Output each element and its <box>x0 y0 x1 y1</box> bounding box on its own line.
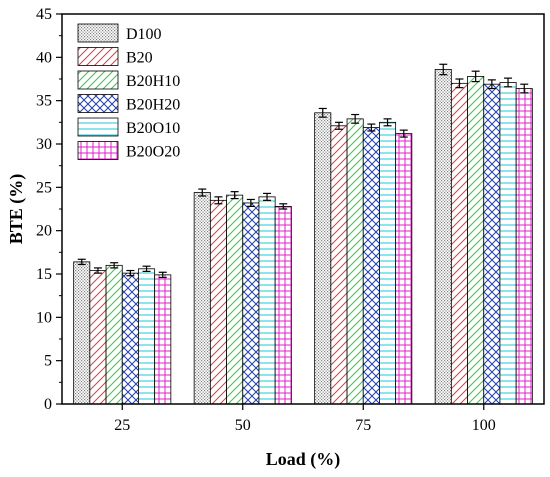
y-tick-label: 5 <box>44 353 52 370</box>
bar-b20h10-100 <box>467 76 485 405</box>
bar-b20h20-100 <box>483 83 501 405</box>
legend: D100 B20 B20H10 B20H20 B20O10 B20O20 <box>77 23 180 161</box>
bar-b20o20-50 <box>274 205 292 405</box>
legend-swatch-b20h10 <box>77 70 119 90</box>
bar-d100-100 <box>434 69 452 405</box>
y-tick-label: 35 <box>36 93 52 110</box>
legend-swatch-d100 <box>77 23 119 43</box>
bar-d100-50 <box>193 192 211 405</box>
legend-label-b20h10: B20H10 <box>126 73 180 90</box>
y-tick-label: 10 <box>36 309 52 326</box>
y-tick-label: 15 <box>36 266 52 283</box>
bar-b20h20-25 <box>121 272 139 405</box>
legend-swatch-b20 <box>77 47 119 66</box>
x-tick-label: 75 <box>355 417 371 434</box>
legend-swatch-b20o20 <box>77 141 119 160</box>
y-tick-label: 30 <box>36 136 52 153</box>
legend-swatch-b20h20 <box>77 94 119 113</box>
y-tick-label: 40 <box>36 49 52 66</box>
bar-b20o20-100 <box>515 88 533 405</box>
bar-b20o10-100 <box>499 82 517 405</box>
bar-b20o10-25 <box>138 268 156 405</box>
bar-d100-75 <box>314 112 332 405</box>
legend-label-b20h20: B20H20 <box>126 97 180 114</box>
y-tick-label: 45 <box>36 6 52 23</box>
y-tick-label: 20 <box>36 223 52 240</box>
legend-label-d100: D100 <box>126 26 162 43</box>
bar-b20-25 <box>89 270 107 405</box>
y-axis-title: BTE (%) <box>6 174 27 245</box>
bar-b20h20-75 <box>362 127 380 405</box>
bar-d100-25 <box>73 261 91 405</box>
bar-b20-50 <box>209 199 227 405</box>
bar-b20h10-75 <box>346 118 364 405</box>
bar-b20h10-25 <box>105 264 123 405</box>
legend-label-b20o10: B20O10 <box>126 120 180 137</box>
bar-b20-100 <box>450 82 468 405</box>
bar-b20h10-50 <box>226 194 244 405</box>
legend-label-b20o20: B20O20 <box>126 144 180 161</box>
bar-b20h20-50 <box>242 202 260 405</box>
x-axis-title: Load (%) <box>266 449 341 470</box>
bar-b20o10-75 <box>379 121 397 405</box>
y-tick-label: 25 <box>36 179 52 196</box>
x-tick-label: 100 <box>472 417 496 434</box>
legend-swatch-b20o10 <box>77 117 119 137</box>
x-tick-label: 50 <box>235 417 251 434</box>
x-tick-label: 25 <box>114 417 130 434</box>
bar-b20-75 <box>330 125 348 405</box>
legend-label-b20: B20 <box>126 50 153 67</box>
bar-b20o10-50 <box>258 196 276 405</box>
bar-b20o20-25 <box>154 274 172 405</box>
y-tick-label: 0 <box>44 396 52 413</box>
bar-b20o20-75 <box>395 133 413 405</box>
